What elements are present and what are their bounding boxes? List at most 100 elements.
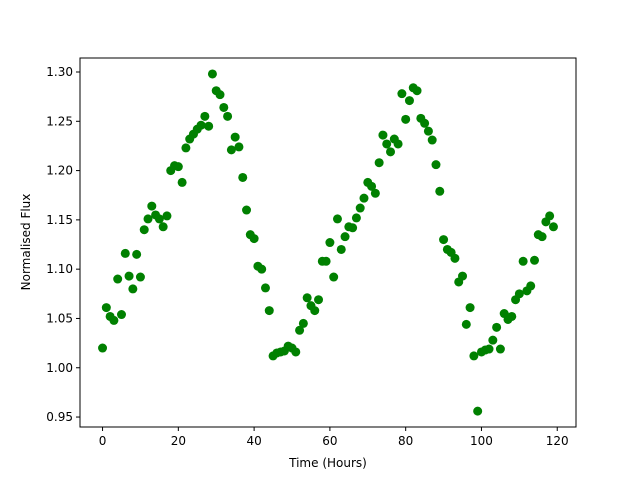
data-point — [143, 214, 153, 224]
data-point — [234, 142, 244, 152]
x-tick-label: 40 — [246, 434, 261, 448]
data-point — [530, 255, 540, 265]
data-point — [257, 264, 267, 274]
data-point — [404, 96, 414, 106]
data-point — [420, 118, 430, 128]
y-tick-label: 1.25 — [46, 114, 73, 128]
data-point — [359, 193, 369, 203]
data-point — [109, 315, 119, 325]
data-point — [461, 319, 471, 329]
data-point — [135, 272, 145, 282]
x-tick-label: 0 — [99, 434, 107, 448]
data-point — [526, 281, 536, 291]
data-point — [473, 406, 483, 416]
data-point — [537, 232, 547, 242]
data-point — [435, 186, 445, 196]
x-tick-label: 120 — [546, 434, 569, 448]
data-point — [427, 135, 437, 145]
data-point — [200, 111, 210, 121]
data-point — [348, 223, 358, 233]
x-tick-label: 80 — [398, 434, 413, 448]
axes-frame — [79, 57, 577, 428]
y-axis-label: Normalised Flux — [19, 194, 33, 291]
data-point — [465, 303, 475, 313]
x-tick-label: 100 — [470, 434, 493, 448]
data-point — [431, 160, 441, 170]
data-point — [314, 295, 324, 305]
data-point — [336, 244, 346, 254]
data-point — [332, 214, 342, 224]
data-point — [507, 311, 517, 321]
x-axis-label: Time (Hours) — [288, 456, 367, 470]
data-point — [548, 222, 558, 232]
data-point — [545, 211, 555, 221]
data-point — [181, 143, 191, 153]
data-point — [177, 177, 187, 187]
data-point — [98, 343, 108, 353]
data-point — [374, 158, 384, 168]
data-point — [329, 272, 339, 282]
data-point — [310, 306, 320, 316]
data-point — [439, 235, 449, 245]
data-point — [423, 126, 433, 136]
data-point — [367, 181, 377, 191]
data-point — [162, 211, 172, 221]
data-point — [196, 120, 206, 130]
data-point — [147, 201, 157, 211]
data-point — [295, 325, 305, 335]
data-point — [458, 271, 468, 281]
data-point — [514, 289, 524, 299]
data-point — [207, 69, 217, 79]
data-point — [154, 214, 164, 224]
data-point — [116, 310, 126, 320]
data-point — [386, 147, 396, 157]
data-point — [302, 293, 312, 303]
data-point — [393, 139, 403, 149]
data-point — [340, 232, 350, 242]
data-point — [321, 256, 331, 266]
data-point — [226, 145, 236, 155]
data-point — [242, 205, 252, 215]
data-point — [382, 139, 392, 149]
data-point — [120, 248, 130, 258]
data-point — [401, 114, 411, 124]
data-point — [230, 132, 240, 142]
data-point — [101, 303, 111, 313]
data-point — [260, 283, 270, 293]
data-point — [223, 111, 233, 121]
data-point — [219, 102, 229, 112]
data-point — [264, 306, 274, 316]
data-point — [298, 318, 308, 328]
data-point — [492, 322, 502, 332]
data-point — [450, 253, 460, 263]
data-point — [173, 162, 183, 172]
data-point — [495, 344, 505, 354]
y-tick-label: 1.15 — [46, 213, 73, 227]
data-point — [518, 256, 528, 266]
data-point — [204, 121, 214, 131]
data-point — [412, 86, 422, 96]
y-tick-label: 1.05 — [46, 311, 73, 325]
data-point — [355, 203, 365, 213]
y-tick-label: 1.10 — [46, 262, 73, 276]
data-point — [139, 225, 149, 235]
data-point — [132, 249, 142, 259]
data-point — [249, 234, 259, 244]
y-tick-label: 0.95 — [46, 410, 73, 424]
x-tick-label: 60 — [322, 434, 337, 448]
data-point — [325, 238, 335, 248]
data-point — [238, 172, 248, 182]
data-point — [158, 222, 168, 232]
data-point — [484, 344, 494, 354]
data-point — [351, 213, 361, 223]
data-point — [124, 271, 134, 281]
data-point — [488, 335, 498, 345]
y-tick-label: 1.00 — [46, 361, 73, 375]
x-tick-label: 20 — [171, 434, 186, 448]
data-point — [469, 351, 479, 361]
y-tick-label: 1.30 — [46, 65, 73, 79]
data-point — [291, 347, 301, 357]
data-point — [370, 188, 380, 198]
data-point — [397, 89, 407, 99]
